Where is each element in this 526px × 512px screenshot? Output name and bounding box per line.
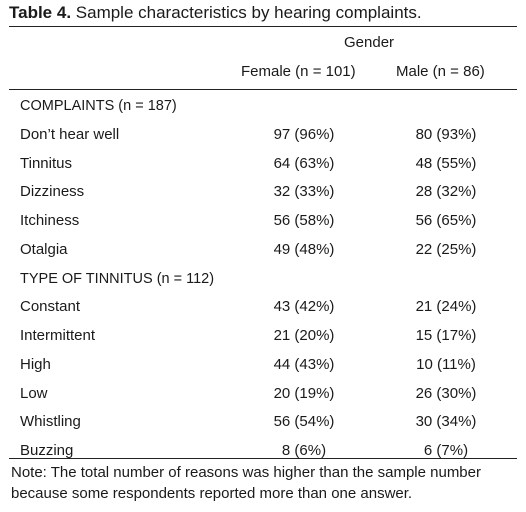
cell-female: 21 (20%) — [273, 327, 335, 344]
cell-male: 30 (34%) — [415, 413, 477, 431]
table-row: Otalgia 49 (48%) 22 (25%) — [0, 236, 526, 265]
cell-male: 10 (11%) — [416, 355, 476, 373]
cell-female: 44 (43%) — [273, 355, 335, 373]
section-row: TYPE OF TINNITUS (n = 112) — [0, 265, 526, 294]
cell-male: 56 (65%) — [415, 212, 477, 229]
row-label: Constant — [20, 298, 81, 316]
cell-female: 97 (96%) — [273, 125, 335, 143]
table-row: Constant 43 (42%) 21 (24%) — [0, 293, 526, 322]
row-label: High — [20, 355, 51, 373]
table-row: Don’t hear well 97 (96%) 80 (93%) — [0, 121, 526, 150]
cell-female: 32 (33%) — [273, 183, 335, 201]
row-label: Don’t hear well — [20, 125, 120, 143]
table-row: Buzzing 8 (6%) 6 (7%) — [0, 437, 526, 466]
cell-female: 43 (42%) — [273, 298, 335, 316]
cell-female: 8 (6%) — [281, 442, 327, 459]
table-title: Sample characteristics by hearing compla… — [71, 3, 422, 22]
row-label: Whistling — [20, 413, 81, 431]
row-label: Itchiness — [20, 212, 80, 229]
header-male: Male (n = 86) — [396, 63, 485, 80]
table-note: Note: The total number of reasons was hi… — [11, 464, 481, 502]
row-label: Dizziness — [20, 183, 85, 201]
section-label: COMPLAINTS (n = 187) — [20, 98, 177, 114]
cell-female: 20 (19%) — [273, 384, 335, 402]
cell-male: 26 (30%) — [415, 384, 477, 402]
cell-female: 64 (63%) — [273, 154, 335, 172]
cell-male: 21 (24%) — [415, 298, 477, 316]
cell-male: 15 (17%) — [415, 327, 477, 344]
cell-female: 56 (54%) — [273, 413, 335, 431]
table-caption: Table 4. Sample characteristics by heari… — [9, 3, 422, 23]
header-gender: Gender — [344, 34, 395, 51]
cell-female: 56 (58%) — [273, 212, 335, 229]
section-label: TYPE OF TINNITUS (n = 112) — [20, 270, 215, 287]
table-row: Itchiness 56 (58%) 56 (65%) — [0, 207, 526, 236]
cell-male: 22 (25%) — [415, 240, 477, 258]
table-row: Low 20 (19%) 26 (30%) — [0, 380, 526, 409]
table-row: Dizziness 32 (33%) 28 (32%) — [0, 178, 526, 207]
row-label: Buzzing — [20, 442, 74, 459]
table-row: Tinnitus 64 (63%) 48 (55%) — [0, 150, 526, 179]
bottom-rule — [9, 458, 517, 459]
cell-male: 6 (7%) — [423, 442, 469, 459]
header-rule — [9, 89, 517, 90]
top-rule — [9, 26, 517, 27]
cell-female: 49 (48%) — [273, 240, 335, 258]
header-female: Female (n = 101) — [241, 63, 356, 80]
section-row: COMPLAINTS (n = 187) — [0, 92, 526, 121]
row-label: Otalgia — [20, 240, 68, 258]
cell-male: 28 (32%) — [415, 183, 477, 201]
table-row: Intermittent 21 (20%) 15 (17%) — [0, 322, 526, 351]
row-label: Low — [20, 384, 48, 402]
table-row: Whistling 56 (54%) 30 (34%) — [0, 408, 526, 437]
row-label: Tinnitus — [20, 154, 72, 172]
cell-male: 48 (55%) — [415, 154, 477, 172]
table-number: Table 4. — [9, 3, 72, 22]
row-label: Intermittent — [20, 327, 96, 344]
table-row: High 44 (43%) 10 (11%) — [0, 351, 526, 380]
cell-male: 80 (93%) — [415, 125, 477, 143]
